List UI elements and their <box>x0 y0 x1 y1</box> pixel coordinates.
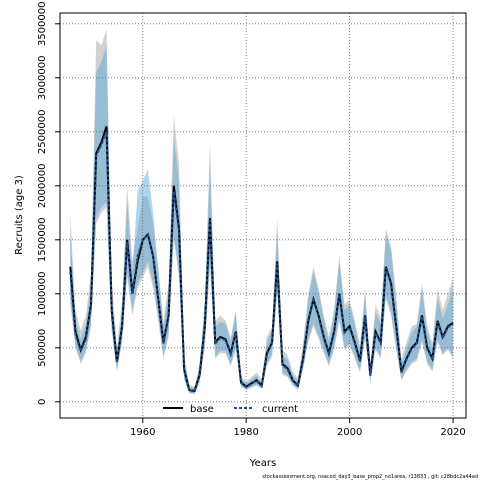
y-tick-label: 0 <box>37 399 48 405</box>
x-tick-label: 1980 <box>233 427 258 438</box>
legend-label-base: base <box>190 404 214 415</box>
x-tick-label: 2020 <box>440 427 465 438</box>
x-axis-label: Years <box>249 458 276 469</box>
y-tick-label: 3500000 <box>37 2 48 47</box>
footer-text: stockassessment.org, nsacod_day3_base_pr… <box>262 474 478 480</box>
x-tick-label: 2000 <box>337 427 362 438</box>
plot-frame <box>59 12 467 419</box>
legend: base current <box>163 404 298 415</box>
y-tick-label: 3000000 <box>37 56 48 101</box>
y-tick-label: 1000000 <box>37 272 48 317</box>
series-line-current <box>69 131 454 393</box>
confidence-bands <box>70 29 454 395</box>
legend-label-current: current <box>262 404 298 415</box>
y-axis: 0 500000 1000000 1500000 2000000 2500000 30000… <box>37 2 60 405</box>
confidence-band-current <box>70 45 454 394</box>
x-tick-label: 1960 <box>130 427 155 438</box>
y-tick-label: 1500000 <box>37 218 48 263</box>
x-axis: 1960 1980 2000 2020 <box>130 418 466 438</box>
series-lines <box>69 126 454 393</box>
y-tick-label: 2500000 <box>37 110 48 155</box>
y-axis-label: Recruits (age 3) <box>14 175 25 255</box>
y-tick-label: 2000000 <box>37 164 48 209</box>
y-tick-label: 500000 <box>37 329 48 367</box>
confidence-band-base <box>70 29 454 395</box>
